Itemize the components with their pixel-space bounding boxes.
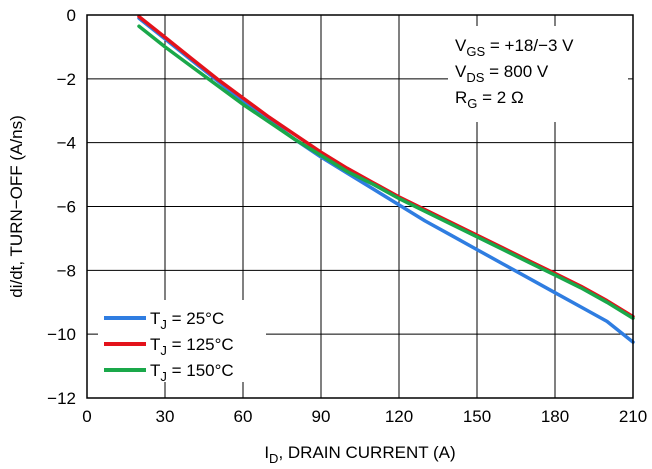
x-tick-label: 150 bbox=[463, 407, 491, 426]
y-tick-label: −10 bbox=[47, 325, 76, 344]
x-tick-label: 210 bbox=[619, 407, 647, 426]
plot-frame bbox=[86, 14, 634, 399]
y-axis-label: di/dt, TURN−OFF (A/ns) bbox=[7, 115, 26, 297]
legend-label-3: TJ = 150°C bbox=[150, 361, 234, 384]
series-lines bbox=[137, 14, 635, 344]
y-tick-label: −12 bbox=[47, 389, 76, 408]
y-tick-label: −6 bbox=[57, 198, 76, 217]
x-axis-label: ID, DRAIN CURRENT (A) bbox=[264, 443, 455, 466]
x-tick-label: 120 bbox=[385, 407, 413, 426]
y-tick-label: −2 bbox=[57, 70, 76, 89]
legend-label-2: TJ = 125°C bbox=[150, 335, 234, 358]
x-tick-label: 180 bbox=[541, 407, 569, 426]
legend-label-1: TJ = 25°C bbox=[150, 309, 224, 332]
condition-3: RG = 2 Ω bbox=[455, 88, 524, 111]
y-tick-label: 0 bbox=[67, 6, 76, 25]
condition-1: VGS = +18/−3 V bbox=[455, 36, 574, 59]
condition-2: VDS = 800 V bbox=[455, 62, 549, 85]
y-tick-label: −8 bbox=[57, 261, 76, 280]
y-tick-labels: 0 −2 −4 −6 −8 −10 −12 bbox=[47, 6, 76, 408]
series-line-3 bbox=[137, 24, 635, 320]
y-tick-label: −4 bbox=[57, 134, 76, 153]
x-tick-label: 0 bbox=[82, 407, 91, 426]
x-tick-label: 30 bbox=[156, 407, 175, 426]
x-tick-labels: 0 30 60 90 120 150 180 210 bbox=[82, 407, 647, 426]
legend: TJ = 25°C TJ = 125°C TJ = 150°C bbox=[104, 309, 234, 384]
conditions-box bbox=[448, 26, 628, 122]
x-tick-label: 90 bbox=[312, 407, 331, 426]
x-tick-label: 60 bbox=[234, 407, 253, 426]
test-conditions: VGS = +18/−3 V VDS = 800 V RG = 2 Ω bbox=[455, 36, 574, 111]
